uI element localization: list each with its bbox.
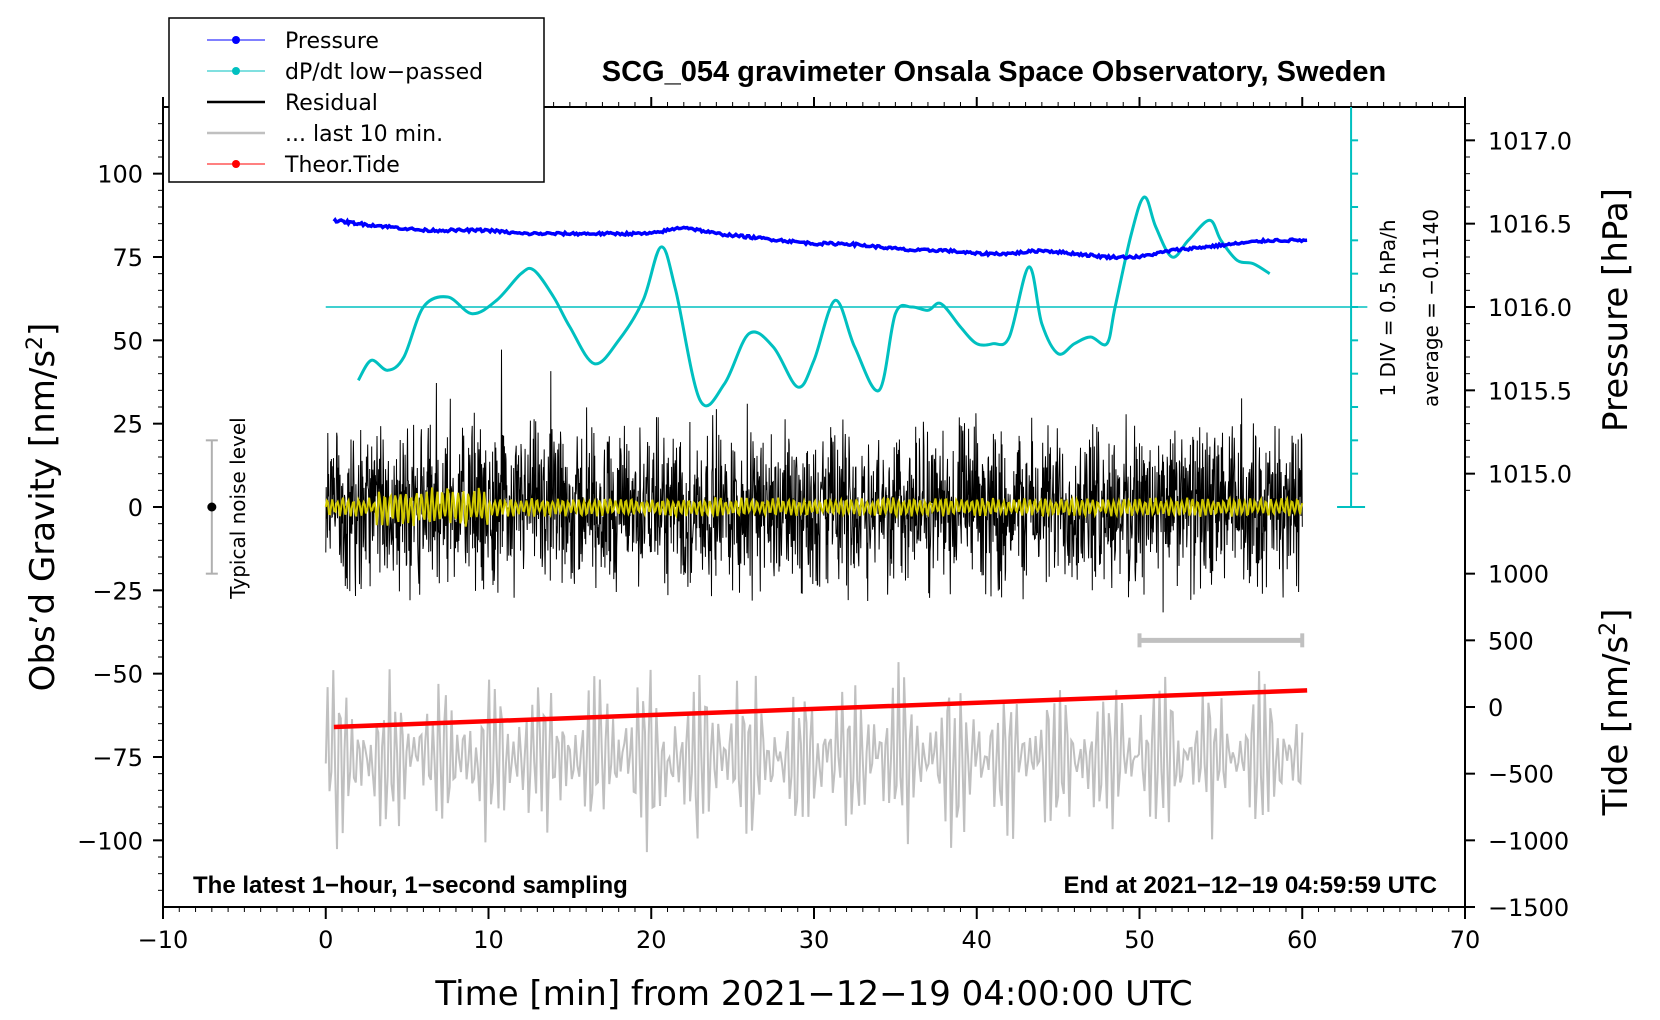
y-tick-label: 25 — [112, 411, 143, 439]
y-tick-label: 0 — [128, 494, 143, 522]
dpdt-average-label: average = −0.1140 — [1419, 209, 1443, 407]
dpdt-line — [357, 195, 1271, 408]
y-tick-label: 50 — [112, 327, 143, 355]
y-tick-label: −75 — [92, 744, 143, 772]
pressure-tick-label: 1016.5 — [1488, 211, 1572, 239]
legend-marker — [232, 160, 240, 168]
axes-group: −10 0 10 20 30 40 50 60 701007550250−25−50−75−10… — [77, 97, 1572, 954]
last-10-min-line — [324, 662, 1304, 853]
y-axis-title-tide-sup: 2 — [1596, 622, 1621, 636]
noise-level-label: Typical noise level — [226, 417, 250, 599]
x-tick-label: 40 — [961, 926, 992, 954]
tide-series-group — [333, 688, 1308, 730]
pressure-tick-label: 1015.0 — [1488, 461, 1572, 489]
legend-label: Residual — [285, 91, 378, 116]
y-axis-title-tide-main: Tide [nm/s — [1596, 636, 1636, 817]
y-axis-title-left: Obs’d Gravity [nm/s2] — [23, 323, 63, 692]
tide-tick-label: 1000 — [1488, 561, 1549, 589]
legend-label: dP/dt low−passed — [285, 60, 483, 85]
y-axis-title-left-end: ] — [23, 323, 63, 336]
residual-line — [325, 349, 1303, 613]
x-tick-label: 20 — [636, 926, 667, 954]
legend-label: ... last 10 min. — [285, 122, 443, 147]
annotation-group — [205, 107, 1366, 648]
last-10-min-series-group — [324, 662, 1304, 853]
legend-label: Theor.Tide — [284, 153, 400, 178]
legend-entries: Pressure dP/dt low−passed Residual ... last… — [207, 29, 483, 178]
pressure-series-group — [332, 217, 1308, 261]
y-tick-label: −25 — [92, 577, 143, 605]
tide-tick-label: −1500 — [1488, 894, 1569, 922]
x-tick-label: 30 — [799, 926, 830, 954]
y-axis-title-left-sup: 2 — [23, 336, 48, 350]
pressure-tick-label: 1016.0 — [1488, 294, 1572, 322]
legend-marker — [232, 67, 240, 75]
x-tick-label: 0 — [318, 926, 333, 954]
tide-tick-label: 0 — [1488, 694, 1503, 722]
y-tick-label: −50 — [92, 661, 143, 689]
y-tick-label: 100 — [97, 161, 143, 189]
dpdt-scale-label: 1 DIV = 0.5 hPa/h — [1376, 219, 1400, 396]
bottom-left-note: The latest 1−hour, 1−second sampling — [193, 872, 628, 899]
pressure-tick-label: 1017.0 — [1488, 127, 1572, 155]
chart-title: SCG_054 gravimeter Onsala Space Observat… — [602, 56, 1386, 88]
legend-box — [168, 17, 545, 183]
y-tick-label: −100 — [77, 827, 143, 855]
pressure-tick-label: 1015.5 — [1488, 377, 1572, 405]
dpdt-series-group — [325, 195, 1368, 408]
tide-tick-label: −500 — [1488, 761, 1554, 789]
y-axis-title-left-main: Obs’d Gravity [nm/s — [23, 350, 63, 691]
y-axis-title-tide: Tide [nm/s2] — [1596, 609, 1636, 817]
tide-tick-label: 500 — [1488, 627, 1534, 655]
x-tick-label: −10 — [138, 926, 189, 954]
pressure-line — [332, 217, 1308, 261]
x-axis-title: Time [min] from 2021−12−19 04:00:00 UTC — [434, 974, 1192, 1014]
x-tick-label: 10 — [473, 926, 504, 954]
noise-bar-dot — [207, 502, 217, 512]
residual-lowpass-group — [324, 487, 1304, 527]
y-tick-label: 75 — [112, 244, 143, 272]
y-axis-title-pressure: Pressure [hPa] — [1596, 188, 1636, 432]
legend-label: Pressure — [285, 29, 379, 54]
legend-marker — [232, 36, 240, 44]
x-tick-label: 50 — [1124, 926, 1155, 954]
x-tick-label: 60 — [1287, 926, 1318, 954]
residual-series-group — [325, 349, 1303, 613]
bottom-right-note: End at 2021−12−19 04:59:59 UTC — [1063, 872, 1437, 899]
tide-tick-label: −1000 — [1488, 827, 1569, 855]
x-tick-label: 70 — [1450, 926, 1481, 954]
tide-line — [333, 688, 1308, 730]
y-axis-title-tide-end: ] — [1596, 609, 1636, 622]
residual-lowpass-line — [324, 487, 1304, 527]
legend: Pressure dP/dt low−passed Residual ... last… — [168, 17, 545, 183]
